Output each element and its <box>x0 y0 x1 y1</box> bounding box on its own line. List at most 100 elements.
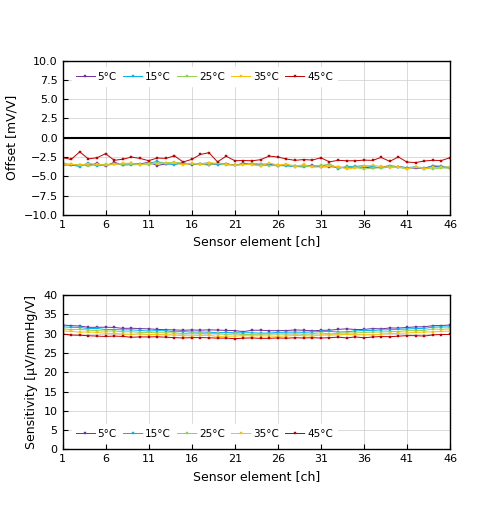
35°C <box>94 329 100 335</box>
5°C <box>300 163 306 169</box>
Line: 15°C: 15°C <box>62 161 451 170</box>
35°C <box>68 328 74 334</box>
25°C <box>172 330 177 336</box>
15°C <box>102 162 108 168</box>
45°C <box>412 160 418 166</box>
5°C <box>214 327 220 333</box>
45°C <box>258 157 264 163</box>
45°C <box>120 333 126 339</box>
45°C <box>206 335 212 341</box>
35°C <box>430 165 436 171</box>
45°C <box>214 335 220 341</box>
45°C <box>198 334 203 340</box>
5°C <box>361 164 367 170</box>
35°C <box>128 331 134 337</box>
25°C <box>326 331 332 337</box>
5°C <box>275 328 281 334</box>
Line: 15°C: 15°C <box>62 326 451 334</box>
25°C <box>188 161 194 167</box>
5°C <box>447 322 453 328</box>
X-axis label: Sensor element [ch]: Sensor element [ch] <box>192 235 320 248</box>
5°C <box>214 161 220 167</box>
5°C <box>421 165 427 171</box>
5°C <box>223 161 229 167</box>
Legend: 5°C, 15°C, 25°C, 35°C, 45°C: 5°C, 15°C, 25°C, 35°C, 45°C <box>72 67 337 86</box>
25°C <box>198 161 203 167</box>
25°C <box>335 330 341 336</box>
25°C <box>430 326 436 332</box>
45°C <box>318 335 324 341</box>
35°C <box>447 164 453 170</box>
45°C <box>68 157 74 163</box>
35°C <box>198 332 203 338</box>
45°C <box>249 158 255 164</box>
15°C <box>266 330 272 336</box>
35°C <box>206 332 212 338</box>
35°C <box>172 332 177 338</box>
5°C <box>68 162 74 168</box>
35°C <box>447 328 453 334</box>
15°C <box>421 166 427 172</box>
45°C <box>180 159 186 165</box>
25°C <box>284 331 290 337</box>
15°C <box>60 163 66 169</box>
45°C <box>404 333 410 339</box>
45°C <box>86 156 91 162</box>
5°C <box>172 161 177 167</box>
15°C <box>318 328 324 334</box>
45°C <box>318 155 324 161</box>
5°C <box>172 327 177 333</box>
Line: 45°C: 45°C <box>62 333 451 340</box>
25°C <box>396 165 402 171</box>
45°C <box>154 155 160 161</box>
35°C <box>430 329 436 335</box>
45°C <box>421 333 427 339</box>
5°C <box>154 326 160 332</box>
35°C <box>326 332 332 338</box>
5°C <box>326 327 332 333</box>
35°C <box>240 162 246 168</box>
15°C <box>102 327 108 333</box>
45°C <box>188 157 194 163</box>
45°C <box>344 158 349 164</box>
35°C <box>232 333 237 339</box>
5°C <box>76 162 82 168</box>
45°C <box>214 159 220 165</box>
45°C <box>240 335 246 341</box>
15°C <box>266 162 272 168</box>
25°C <box>102 162 108 168</box>
5°C <box>258 161 264 167</box>
15°C <box>137 162 143 168</box>
25°C <box>275 331 281 337</box>
25°C <box>258 331 264 337</box>
45°C <box>300 335 306 341</box>
45°C <box>386 159 392 165</box>
45°C <box>111 333 117 339</box>
Y-axis label: Offset [mV/V]: Offset [mV/V] <box>5 95 18 180</box>
15°C <box>386 327 392 333</box>
35°C <box>386 330 392 336</box>
25°C <box>68 327 74 333</box>
15°C <box>120 162 126 168</box>
25°C <box>370 165 376 171</box>
5°C <box>266 161 272 167</box>
25°C <box>128 161 134 167</box>
5°C <box>344 326 349 332</box>
35°C <box>275 162 281 168</box>
35°C <box>154 161 160 167</box>
35°C <box>232 162 237 168</box>
15°C <box>292 164 298 170</box>
5°C <box>361 326 367 332</box>
15°C <box>378 327 384 333</box>
45°C <box>335 334 341 340</box>
45°C <box>232 336 237 342</box>
25°C <box>240 162 246 168</box>
25°C <box>430 166 436 172</box>
25°C <box>318 162 324 168</box>
5°C <box>275 163 281 169</box>
45°C <box>188 335 194 341</box>
35°C <box>309 333 315 339</box>
45°C <box>309 335 315 341</box>
5°C <box>430 323 436 329</box>
Line: 35°C: 35°C <box>62 162 451 170</box>
